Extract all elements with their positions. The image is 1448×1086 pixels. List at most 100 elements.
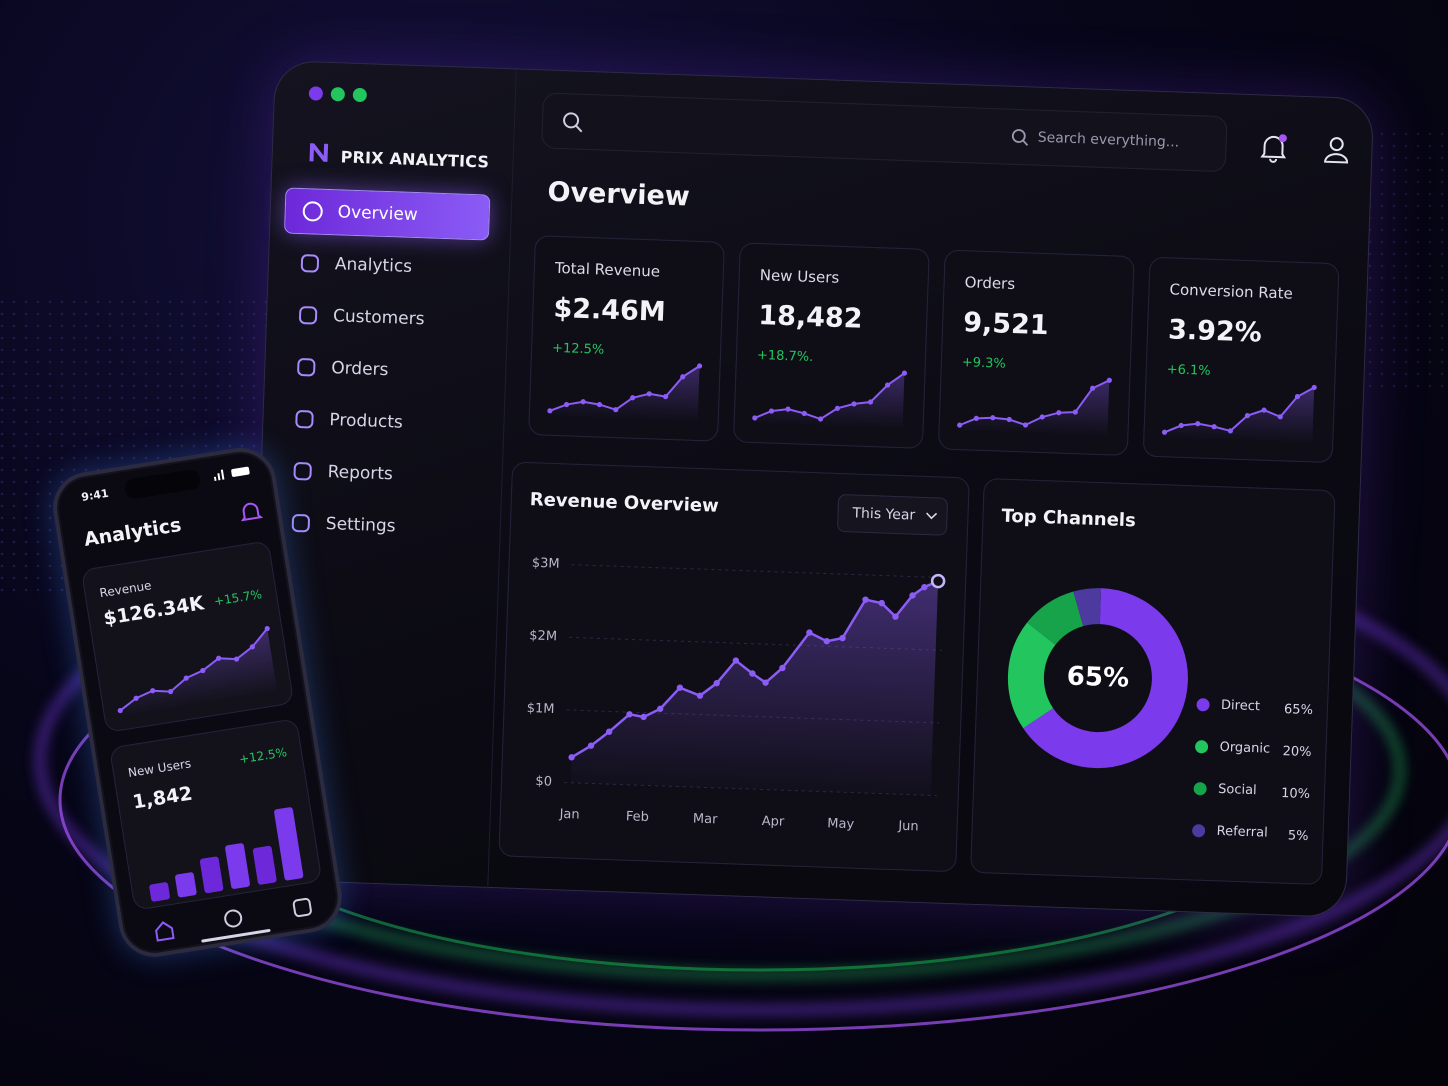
notification-button[interactable] [1258,131,1289,164]
legend-value: 10% [1281,786,1310,802]
phone: 9:41 Analytics Revenue $126.34K +15.7% N… [48,442,347,962]
brand: PRIX ANALYTICS [340,147,490,172]
sparkline-point [249,644,255,650]
logo [309,143,329,162]
search-bar[interactable]: Search everything... [541,92,1228,173]
phone-revenue-card: Revenue $126.34K +15.7% [80,540,295,733]
point [696,692,704,699]
sparkline [117,625,278,717]
phone-users-card: New Users 1,842 +12.5% [108,718,323,911]
home-tab[interactable] [155,921,175,942]
legend-dot [1192,824,1206,838]
donut-segment [1007,588,1188,769]
sparkline-chart [957,377,1112,437]
nav-item[interactable]: Settings [273,499,479,552]
dashboard-window: PRIX ANALYTICS Overview Analytics Customer… [246,60,1375,918]
sparkline-point [1311,384,1317,391]
sparkline-point [596,401,603,408]
bar [252,845,277,885]
kpi-card: Conversion Rate 3.92% +6.1% [1142,256,1340,464]
nav-item[interactable]: Products [277,395,483,448]
kpi-title: Total Revenue [554,258,661,281]
y-tick-label: $3M [532,556,560,572]
stats-tab[interactable] [224,909,243,928]
point [676,684,684,691]
point [732,657,740,664]
sparkline-area [549,366,700,422]
sparkline-point [1022,422,1029,428]
sparkline-point [1211,424,1217,430]
sparkline-point [1195,421,1201,427]
icon [295,410,314,429]
nav-icon [300,254,320,273]
nav-item[interactable]: Customers [280,291,486,344]
sidebar-nav: Overview Analytics Customers Orders Products… [273,187,491,558]
profile-tab[interactable] [292,897,312,918]
legend-dot [1193,782,1207,796]
point [823,637,830,645]
search-placeholder: Search everything... [1037,129,1180,151]
x-tick-label: May [827,816,855,832]
nav-item[interactable]: Reports [275,447,481,500]
y-tick-label: $2M [529,628,557,644]
line [570,579,939,759]
sparkline-point [117,707,123,714]
sparkline-point [662,394,669,400]
profile-button[interactable] [1321,134,1352,167]
kpi-value: 3.92% [1167,314,1263,349]
nav-label: Settings [325,514,396,537]
kpi-value: 9,521 [962,307,1050,342]
nav-item[interactable]: Overview [283,187,491,241]
card-change: +12.5% [238,745,288,767]
bar [199,856,224,894]
window-dot [330,86,346,102]
phone-notch [123,468,202,501]
sparkline-point [1006,416,1012,423]
period-filter[interactable]: This Year [836,493,949,536]
point [930,573,946,589]
kpi-card: New Users 18,482 +18.7%. [732,242,930,449]
sparkline-area [754,373,905,430]
sparkline [959,379,1110,427]
sparkline-point [990,415,996,421]
icon [293,462,312,481]
sparkline-point [752,415,758,421]
point [806,629,813,636]
nav-label: Overview [337,202,419,226]
sparkline-point [1261,407,1267,413]
icon [297,358,316,377]
point [839,634,846,642]
nav-item[interactable]: Analytics [282,239,488,292]
sparkline-point [1072,409,1078,415]
icon [299,306,318,325]
sparkline-point [1294,394,1301,400]
nav-icon [293,462,312,481]
sparkline-point [901,370,908,376]
point [892,613,899,620]
area [570,581,939,796]
nav-label: Customers [332,306,425,330]
sparkline-point [973,415,979,421]
sparkline-point [563,401,570,408]
nav-icon [295,410,314,429]
nav-label: Orders [330,358,389,381]
nav-label: Analytics [334,254,413,277]
nav-item[interactable]: Orders [279,343,485,396]
sparkline-point [1106,377,1112,383]
donut-center-label: 65% [1066,662,1129,694]
x-tick-label: Jan [558,807,580,823]
status-icons [213,466,250,481]
phone-bell[interactable] [238,499,264,526]
kpi-card: Orders 9,521 +9.3% [937,249,1135,456]
sparkline-point [1039,414,1045,420]
legend-value: 20% [1282,744,1311,760]
sparkline-point [834,405,841,411]
sparkline-point [696,363,703,369]
phone-tabbar [155,897,312,943]
sparkline [754,372,906,421]
point [605,728,613,735]
card-title: Revenue [98,578,153,601]
grid-line [571,564,945,579]
nav-icon [291,514,310,533]
